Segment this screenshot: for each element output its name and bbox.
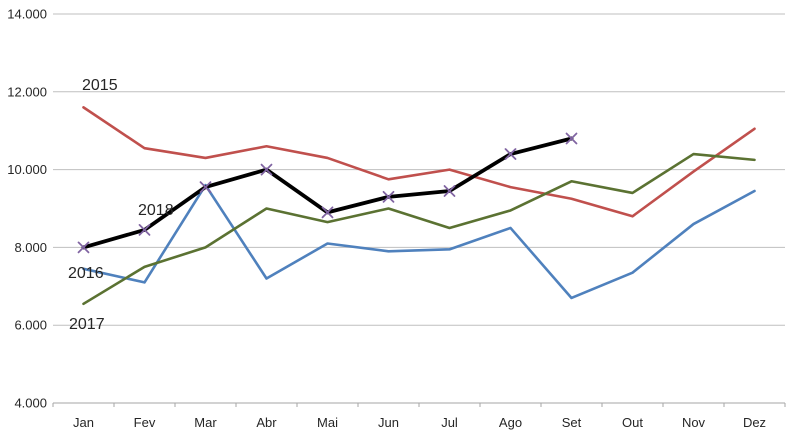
- y-axis-tick-label: 10.000: [7, 162, 47, 177]
- marker-x-2018: [260, 163, 273, 176]
- series-label-2018: 2018: [138, 202, 174, 219]
- x-axis-tick-label-ago: Ago: [499, 415, 522, 430]
- y-axis-tick-label: 12.000: [7, 84, 47, 99]
- marker-x-2018: [77, 241, 90, 254]
- x-axis-tick-label-jan: Jan: [73, 415, 94, 430]
- x-axis-tick-label-mar: Mar: [194, 415, 217, 430]
- series-label-2015: 2015: [82, 77, 118, 94]
- y-axis-tick-label: 8.000: [14, 240, 47, 255]
- marker-x-2018: [565, 132, 578, 145]
- series-line-2016: [82, 183, 756, 300]
- series-line-2017: [82, 152, 756, 306]
- x-axis-tick-label-out: Out: [622, 415, 643, 430]
- marker-x-2018: [382, 190, 395, 203]
- x-axis-tick-label-jun: Jun: [378, 415, 399, 430]
- marker-x-2018: [504, 148, 517, 160]
- marker-x-2018: [138, 223, 151, 236]
- y-axis-tick-label: 4.000: [14, 396, 47, 411]
- series-line-2015: [82, 106, 756, 218]
- x-axis-tick-label-mai: Mai: [317, 415, 338, 430]
- marker-x-2018: [199, 181, 212, 194]
- y-axis-tick-label: 6.000: [14, 318, 47, 333]
- y-axis-tick-label: 14.000: [7, 7, 47, 22]
- x-axis-tick-label-jul: Jul: [441, 415, 458, 430]
- series-label-2016: 2016: [68, 265, 104, 282]
- x-axis-tick-label-fev: Fev: [134, 415, 156, 430]
- x-axis-tick-label-dez: Dez: [743, 415, 766, 430]
- x-axis-tick-label-nov: Nov: [682, 415, 706, 430]
- series-label-2017: 2017: [69, 316, 105, 333]
- x-axis-tick-label-set: Set: [562, 415, 582, 430]
- marker-x-2018: [321, 206, 334, 219]
- marker-x-2018: [443, 185, 456, 197]
- x-axis-tick-label-abr: Abr: [256, 415, 277, 430]
